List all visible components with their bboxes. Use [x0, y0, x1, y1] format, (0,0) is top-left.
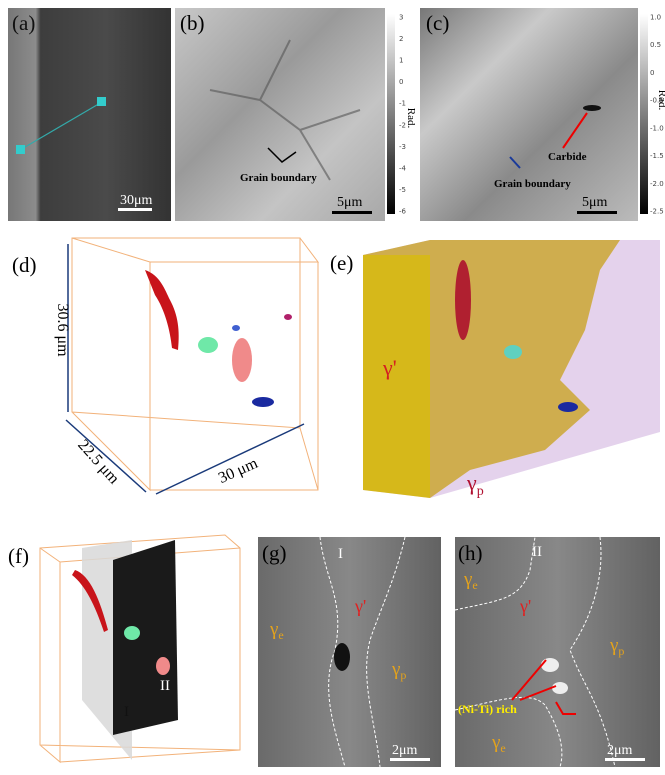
particle — [232, 325, 240, 331]
phase-label: γ' — [519, 596, 531, 616]
panel-label: (e) — [330, 251, 353, 275]
panel-label: (f) — [8, 544, 29, 568]
dimension-label: 30.6 μm — [54, 303, 71, 357]
phase-label: γ' — [354, 596, 366, 616]
particle — [455, 260, 471, 340]
scale-label: 2μm — [607, 743, 633, 758]
phase-label: γ' — [382, 355, 397, 380]
colorbar-title: Rad. — [405, 108, 417, 129]
particle — [252, 397, 274, 407]
colorbar-ticks: 1.00.50-0.5-1.0-1.5-2.0-2.5 — [650, 14, 664, 216]
marker — [16, 145, 25, 154]
colorbar-title: Rad. — [656, 90, 665, 111]
scale-bar — [332, 211, 372, 214]
panel-label: (g) — [262, 541, 287, 565]
colorbar — [387, 14, 395, 214]
annotation: Carbide — [548, 151, 587, 163]
section-label: II — [532, 544, 542, 560]
section-label: I — [338, 546, 343, 562]
plane-label: I — [124, 704, 129, 720]
feature — [541, 658, 559, 672]
colorbar-tick-label: 0 — [399, 78, 403, 86]
colorbar-tick-label: -2 — [399, 121, 406, 129]
particle — [124, 626, 140, 640]
scale-bar — [390, 758, 430, 761]
colorbar-tick-label: 3 — [399, 14, 403, 22]
colorbar-tick-label: -5 — [399, 186, 406, 194]
dimension-label: 22.5 μm — [74, 437, 122, 488]
scale-label: 5μm — [582, 195, 608, 210]
colorbar-tick-label: -1.5 — [650, 152, 664, 160]
panel-label: (c) — [426, 11, 449, 35]
annotation: (Ni-Ti) rich — [458, 702, 517, 716]
micrograph — [258, 537, 441, 767]
colorbar-tick-label: -1.0 — [650, 124, 664, 132]
colorbar-tick-label: -3 — [399, 143, 406, 151]
marker — [97, 97, 106, 106]
colorbar-tick-label: -6 — [399, 208, 407, 216]
colorbar — [640, 14, 648, 214]
dimension-label: 30 μm — [216, 455, 261, 487]
bounding-box — [72, 238, 318, 490]
feature — [552, 682, 568, 694]
panel-label: (a) — [12, 11, 35, 35]
colorbar-tick-label: -4 — [399, 164, 407, 172]
colorbar-tick-label: -2.5 — [650, 208, 664, 216]
carbide — [583, 105, 601, 111]
particle — [232, 338, 252, 382]
scale-bar — [118, 208, 152, 211]
colorbar-tick-label: 0 — [650, 69, 654, 77]
scale-bar — [577, 211, 617, 214]
particle — [504, 345, 522, 359]
micrograph — [8, 8, 171, 221]
scale-label: 30μm — [120, 193, 153, 208]
colorbar-tick-label: -1 — [399, 100, 406, 108]
scale-bar — [605, 758, 645, 761]
annotation: Grain boundary — [494, 178, 571, 190]
panel-label: (b) — [180, 11, 205, 35]
micrograph — [455, 537, 660, 767]
colorbar-tick-label: 1.0 — [650, 14, 661, 22]
panel-label: (h) — [458, 541, 483, 565]
colorbar-tick-label: -2.0 — [650, 180, 664, 188]
panel-label: (d) — [12, 253, 37, 277]
feature — [334, 643, 350, 671]
figure: (a) 30μm 3 2 1 0 -1 -2 -3 -4 -5 -6 Rad. (b) Grain… — [0, 0, 665, 770]
particle — [156, 657, 170, 675]
annotation: Grain boundary — [240, 172, 317, 184]
colorbar-tick-label: 2 — [399, 35, 403, 43]
scale-label: 5μm — [337, 195, 363, 210]
plane-label: II — [160, 678, 170, 694]
section-plane — [113, 540, 178, 735]
particle — [558, 402, 578, 412]
particle — [284, 314, 292, 320]
scale-label: 2μm — [392, 743, 418, 758]
particle — [198, 337, 218, 353]
colorbar-tick-label: 0.5 — [650, 41, 661, 49]
colorbar-tick-label: 1 — [399, 57, 403, 65]
